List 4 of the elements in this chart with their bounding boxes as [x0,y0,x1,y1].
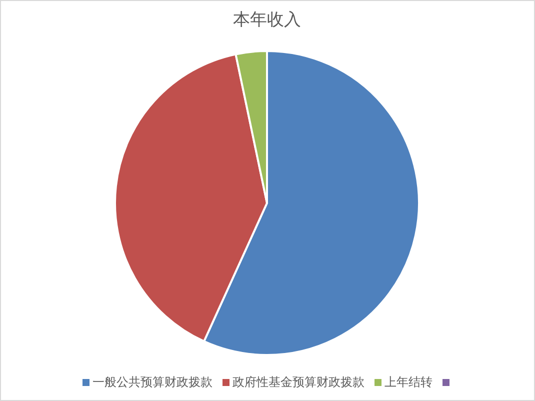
legend-label: 上年结转 [384,375,432,389]
chart-title: 本年收入 [233,10,301,30]
legend-label: 政府性基金预算财政拨款 [232,375,364,389]
legend-label: 一般公共预算财政拨款 [92,375,212,389]
